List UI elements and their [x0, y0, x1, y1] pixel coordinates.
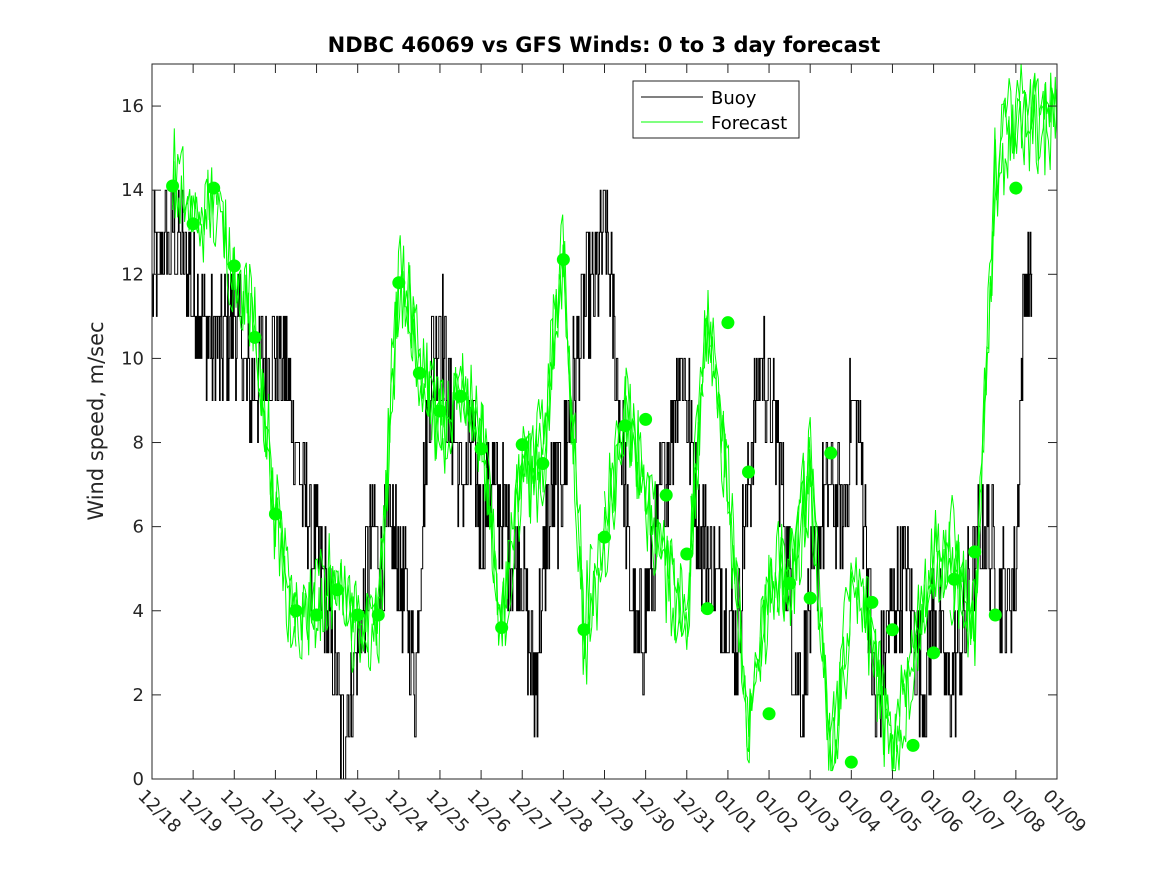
y-axis: 0 2 4 6 8 10 12 14 16 — [121, 96, 1057, 790]
x-tick-label: 12/28 — [545, 786, 597, 838]
x-tick-label: 12/30 — [627, 786, 679, 838]
forecast-point — [824, 446, 838, 460]
forecast-point — [433, 404, 447, 418]
forecast-point — [680, 547, 694, 561]
x-tick-label: 01/01 — [709, 786, 761, 838]
x-tick-label: 12/21 — [257, 786, 309, 838]
y-tick-label: 10 — [121, 348, 144, 369]
forecast-point — [248, 330, 262, 344]
legend-buoy-label: Buoy — [711, 88, 757, 109]
forecast-point — [968, 545, 982, 559]
y-tick-label: 8 — [133, 433, 144, 454]
x-tick-label: 01/04 — [833, 786, 885, 838]
forecast-point — [783, 576, 797, 590]
forecast-point — [166, 179, 180, 193]
x-tick-label: 01/03 — [792, 786, 844, 838]
buoy-series — [152, 189, 1033, 780]
forecast-point — [741, 465, 755, 479]
legend-forecast-label: Forecast — [711, 113, 787, 134]
forecast-point — [186, 217, 200, 231]
x-tick-label: 12/31 — [668, 786, 720, 838]
forecast-point — [412, 366, 426, 380]
x-tick-label: 12/20 — [216, 786, 268, 838]
forecast-run — [172, 128, 297, 648]
forecast-point — [721, 316, 735, 330]
forecast-point — [289, 604, 303, 618]
forecast-point — [310, 608, 324, 622]
plot-area — [152, 64, 1057, 779]
forecast-point — [844, 755, 858, 769]
forecast-point — [495, 621, 509, 635]
forecast-line — [172, 72, 1058, 772]
y-tick-label: 16 — [121, 96, 144, 117]
forecast-point — [762, 707, 776, 721]
forecast-point — [474, 442, 488, 456]
forecast-point — [865, 595, 879, 609]
x-tick-label: 01/08 — [997, 786, 1049, 838]
forecast-point — [947, 572, 961, 586]
forecast-point — [207, 181, 221, 195]
forecast-series — [172, 63, 1058, 772]
y-tick-label: 0 — [133, 769, 144, 790]
x-tick-label: 12/29 — [586, 786, 638, 838]
forecast-point — [556, 253, 570, 267]
x-tick-label: 12/22 — [298, 786, 350, 838]
forecast-point — [1009, 181, 1023, 195]
analysis-points — [166, 179, 1023, 769]
forecast-point — [330, 583, 344, 597]
forecast-point — [700, 602, 714, 616]
forecast-point — [598, 530, 611, 544]
x-tick-label: 01/07 — [956, 786, 1008, 838]
forecast-point — [227, 259, 241, 273]
forecast-point — [268, 507, 282, 521]
forecast-point — [988, 608, 1002, 622]
x-tick-label: 01/02 — [751, 786, 803, 838]
x-tick-label: 12/27 — [504, 786, 556, 838]
x-tick-label: 12/23 — [339, 786, 391, 838]
x-tick-label: 12/24 — [380, 786, 432, 838]
forecast-point — [515, 438, 529, 452]
y-tick-label: 12 — [121, 264, 144, 285]
forecast-point — [906, 738, 920, 752]
forecast-point — [639, 412, 653, 426]
x-tick-label: 12/26 — [463, 786, 515, 838]
forecast-point — [659, 488, 673, 502]
x-tick-label: 01/06 — [915, 786, 967, 838]
forecast-point — [371, 608, 385, 622]
legend-box — [632, 80, 800, 139]
legend: Buoy Forecast — [632, 80, 800, 139]
x-tick-label: 12/18 — [133, 786, 185, 838]
forecast-point — [536, 457, 550, 471]
forecast-run — [604, 316, 852, 771]
x-tick-label: 01/05 — [874, 786, 926, 838]
forecast-point — [577, 623, 591, 637]
y-tick-label: 6 — [133, 517, 144, 538]
forecast-point — [618, 419, 632, 433]
y-tick-label: 4 — [133, 601, 144, 622]
x-tick-label: 01/09 — [1038, 786, 1090, 838]
buoy-line — [152, 189, 1033, 780]
x-tick-label: 12/25 — [421, 786, 473, 838]
forecast-point — [885, 623, 899, 637]
chart-title: NDBC 46069 vs GFS Winds: 0 to 3 day fore… — [328, 33, 881, 57]
forecast-point — [351, 608, 365, 622]
x-tick-label: 12/19 — [175, 786, 227, 838]
forecast-point — [927, 646, 941, 660]
forecast-point — [392, 276, 406, 290]
y-axis-label: Wind speed, m/sec — [84, 321, 108, 520]
forecast-point — [803, 591, 817, 605]
y-tick-label: 14 — [121, 180, 144, 201]
y-tick-label: 2 — [133, 685, 144, 706]
forecast-point — [454, 389, 468, 403]
